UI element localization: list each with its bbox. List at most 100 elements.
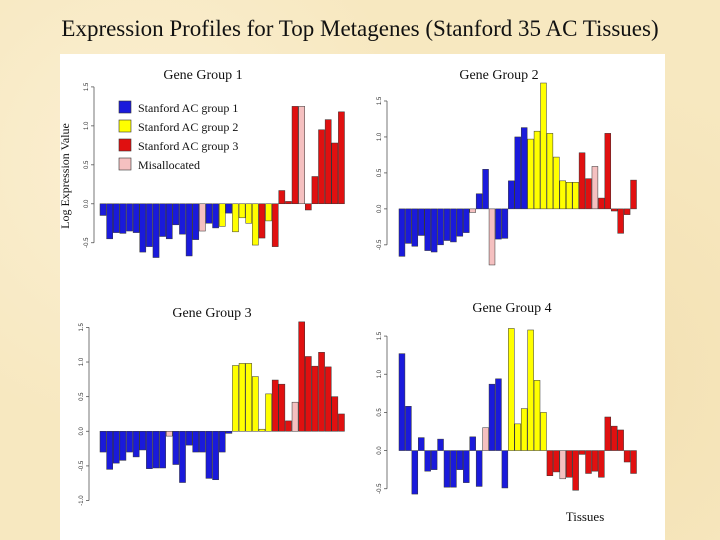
panel-3-bar: [139, 431, 147, 451]
panel-4-bar: [469, 436, 476, 451]
panel-1-title: Gene Group 1: [163, 68, 242, 83]
panel-1-bar: [152, 203, 160, 258]
panel-4-y-tick-label: 1.5: [377, 331, 383, 340]
panel-3-bar: [159, 431, 166, 469]
panel-3-bar: [106, 431, 113, 470]
panel-2-y-tick-label: -0.5: [377, 239, 383, 250]
panel-1-bar: [212, 203, 219, 229]
panel-3-bar: [245, 363, 253, 432]
panel-4-bar: [405, 406, 412, 451]
panel-1-bar: [324, 119, 332, 205]
panel-3-bar: [331, 396, 339, 432]
panel-1-bar: [132, 203, 140, 233]
panel-4-bar: [546, 450, 554, 477]
panel-4-bar: [501, 450, 509, 489]
panel-2-bar: [488, 208, 496, 266]
panel-1-bar: [258, 203, 266, 239]
plot-panel: Gene Group 1 -0.5 0.0 0.5 1.0 1.5 Gene Group 2…: [60, 54, 665, 540]
panel-2-bar: [424, 208, 431, 251]
panel-2-bar: [598, 197, 605, 210]
panel-3-bar: [146, 431, 153, 469]
panel-4-bar: [495, 378, 502, 451]
panel-1-y-tick-label: 0.0: [84, 199, 90, 208]
panel-3-bar: [271, 379, 279, 432]
panel-3-bar: [179, 431, 186, 483]
panel-1-bar: [112, 203, 120, 233]
panel-3-bar: [185, 431, 193, 446]
panel-1-y-tick-label: -0.5: [84, 237, 90, 248]
panel-1-bar: [245, 203, 253, 224]
panel-4-y-tick-label: -0.5: [377, 483, 383, 494]
panel-2-bar: [514, 136, 521, 210]
panel-3-bar: [205, 431, 213, 479]
panel-3-bar: [324, 366, 332, 432]
panel-2-bar: [527, 138, 534, 210]
panel-4-bar: [488, 383, 496, 451]
panel-3-bar: [338, 413, 345, 432]
panel-1-bar: [265, 203, 272, 222]
panel-2-bar: [553, 156, 560, 210]
panel-3-bar: [298, 321, 305, 432]
panel-3-bar: [238, 363, 246, 432]
panel-3-bar: [232, 365, 239, 432]
panel-3-bar: [199, 431, 206, 453]
panel-2-bar: [463, 208, 470, 233]
panel-2-bar: [475, 193, 483, 210]
panel-1-bar: [305, 203, 312, 211]
legend-swatch-group3: [118, 138, 132, 152]
panel-1-y-tick-label: 1.5: [84, 82, 90, 91]
panel-2-bar: [520, 127, 528, 210]
panel-4-bar: [418, 437, 425, 451]
panel-2-bar: [591, 166, 599, 210]
panel-4-bar: [456, 450, 464, 470]
panel-3-bar: [152, 431, 160, 469]
panel-3-bar: [192, 431, 200, 453]
panel-2-bar: [418, 208, 425, 236]
panel-3-bar: [265, 393, 272, 432]
panel-2-bar: [450, 208, 457, 243]
panel-1-bar: [298, 106, 305, 205]
panel-2-title: Gene Group 2: [459, 68, 538, 83]
panel-2-bar: [604, 133, 612, 210]
panel-3-title: Gene Group 3: [172, 306, 251, 321]
panel-1-bar: [199, 203, 206, 232]
panel-3-bar: [252, 376, 259, 432]
panel-1-bar: [318, 129, 325, 205]
panel-2-bar: [482, 169, 489, 210]
panel-2-bar: [411, 208, 419, 247]
panel-1-bar: [291, 106, 299, 205]
panel-1-bar: [271, 203, 279, 247]
panel-1-bar: [106, 203, 113, 240]
panel-2-bar: [578, 152, 586, 210]
panel-4-bar: [463, 450, 470, 483]
panel-3-y-tick-label: 1.0: [79, 357, 85, 366]
panel-2-bar: [559, 180, 566, 210]
panel-1-bar: [179, 203, 186, 235]
panel-1-bar: [338, 111, 345, 205]
panel-2-bar: [437, 208, 444, 246]
panel-4-bar: [398, 353, 406, 451]
panel-4-bar: [527, 329, 534, 451]
panel-2-bar: [546, 133, 554, 210]
panel-4-bar: [591, 450, 599, 472]
panel-1-bar: [172, 203, 180, 226]
panel-3-bar: [132, 431, 140, 458]
panel-1-bar: [311, 176, 319, 205]
chart-main-title: Expression Profiles for Top Metagenes (S…: [61, 16, 659, 41]
panel-1-bar: [205, 203, 213, 224]
panel-1-bar: [238, 203, 246, 219]
panel-4-bar: [450, 450, 457, 488]
panel-4-bar: [424, 450, 431, 472]
panel-4-y-tick-label: 1.0: [377, 369, 383, 378]
panel-3-y-tick-label: 1.5: [79, 323, 85, 332]
legend-swatch-misallocated: [118, 157, 132, 171]
panel-2-bar: [565, 182, 573, 210]
panel-2-bar: [611, 208, 618, 212]
panel-1-bar: [146, 203, 153, 247]
panel-3-bar: [305, 356, 312, 432]
panel-2-bar: [405, 208, 412, 244]
panel-3-bar: [225, 431, 233, 434]
panel-3-bar: [112, 431, 120, 464]
panel-3-bar: [172, 431, 180, 465]
panel-4-title: Gene Group 4: [472, 301, 551, 316]
